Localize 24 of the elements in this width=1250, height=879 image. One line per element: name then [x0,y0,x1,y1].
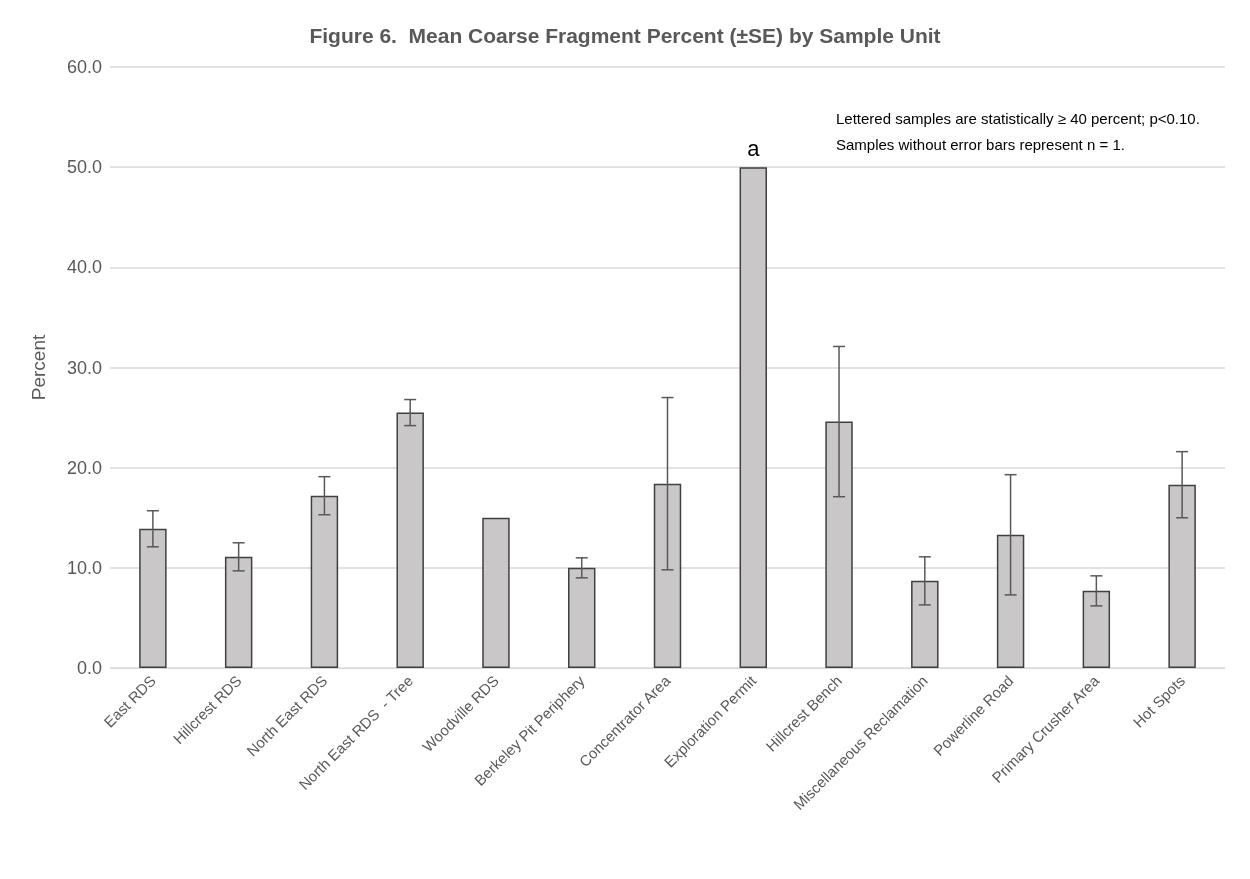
y-tick-label: 40.0 [66,257,102,278]
bar [139,528,167,668]
bar [310,495,339,668]
bar [825,421,853,668]
y-tick-label: 20.0 [66,457,102,478]
y-tick-label: 30.0 [66,357,102,378]
bar [739,167,767,668]
bar [568,567,596,668]
annotation: Lettered samples are statistically ≥ 40 percent; p<0.10. Samples without error bars represent n = 1. [836,109,1205,153]
y-axis-title: Percent [28,334,49,401]
bar [996,534,1025,668]
bar [224,556,253,668]
y-tick-label: 60.0 [66,57,102,77]
bar [396,412,424,668]
annotation: a [747,135,761,161]
bar [1168,484,1196,668]
bar [482,517,510,668]
bar [1082,590,1111,668]
bar [911,580,939,668]
y-tick-label: 0.0 [76,658,102,678]
chart-title: Figure 6. Mean Coarse Fragment Percent (±SE) by Sample Unit [309,24,941,47]
y-tick-label: 10.0 [66,557,102,578]
bar [653,483,682,668]
y-tick-label: 50.0 [66,157,102,178]
